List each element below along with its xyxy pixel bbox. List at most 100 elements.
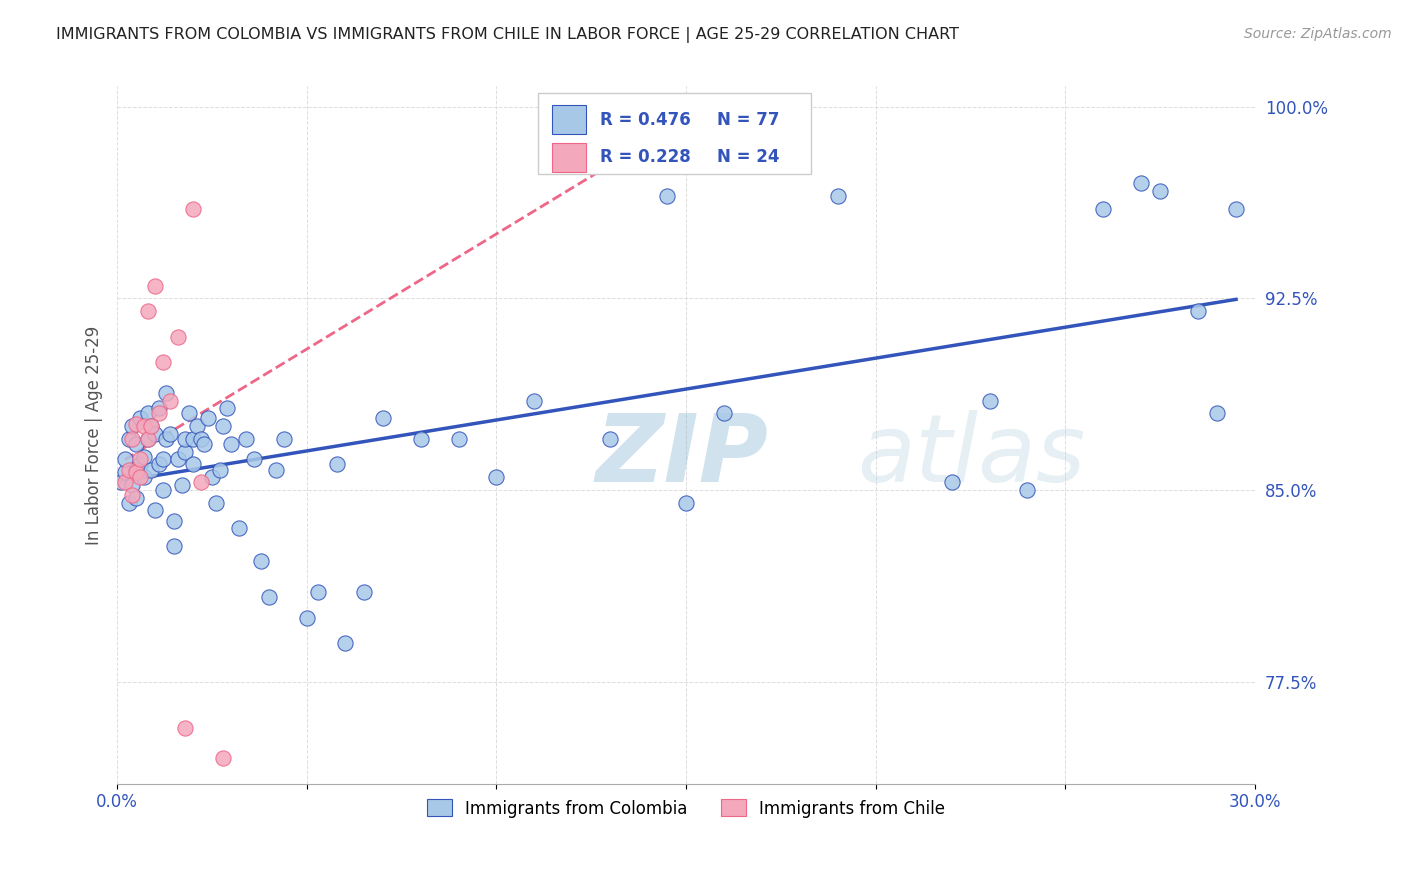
Point — [125, 462, 148, 476]
Point — [129, 411, 152, 425]
Point — [148, 406, 170, 420]
Point — [170, 478, 193, 492]
Point — [190, 432, 212, 446]
Point — [114, 465, 136, 479]
Point — [266, 462, 288, 476]
Point — [242, 452, 264, 467]
Point — [197, 411, 219, 425]
Point — [447, 432, 470, 446]
Point — [141, 419, 163, 434]
FancyBboxPatch shape — [538, 94, 811, 174]
Point — [1017, 483, 1039, 497]
Point — [217, 401, 239, 416]
Point — [228, 521, 250, 535]
Point — [371, 411, 394, 425]
FancyBboxPatch shape — [551, 143, 586, 172]
Point — [644, 100, 666, 114]
Point — [485, 470, 508, 484]
Text: Source: ZipAtlas.com: Source: ZipAtlas.com — [1244, 27, 1392, 41]
Point — [190, 475, 212, 490]
Point — [125, 491, 148, 505]
Point — [114, 475, 136, 490]
Point — [117, 432, 139, 446]
Point — [136, 432, 159, 446]
Point — [181, 432, 204, 446]
Point — [208, 462, 231, 476]
Text: R = 0.476: R = 0.476 — [599, 111, 690, 128]
Point — [129, 458, 152, 472]
Point — [827, 189, 849, 203]
Point — [121, 478, 143, 492]
Point — [121, 432, 143, 446]
Point — [155, 432, 177, 446]
Point — [599, 432, 621, 446]
Point — [136, 406, 159, 420]
Text: N = 24: N = 24 — [717, 148, 779, 167]
Point — [152, 483, 174, 497]
Point — [159, 426, 181, 441]
Point — [132, 450, 155, 464]
Point — [273, 432, 295, 446]
Text: IMMIGRANTS FROM COLOMBIA VS IMMIGRANTS FROM CHILE IN LABOR FORCE | AGE 25-29 COR: IMMIGRANTS FROM COLOMBIA VS IMMIGRANTS F… — [56, 27, 959, 43]
Point — [1149, 184, 1171, 198]
Point — [114, 452, 136, 467]
Point — [235, 432, 257, 446]
Point — [148, 458, 170, 472]
Point — [655, 189, 678, 203]
Point — [326, 458, 349, 472]
Point — [152, 452, 174, 467]
Legend: Immigrants from Colombia, Immigrants from Chile: Immigrants from Colombia, Immigrants fro… — [420, 793, 952, 824]
Point — [181, 202, 204, 216]
Point — [523, 393, 546, 408]
Point — [1225, 202, 1247, 216]
Point — [110, 475, 132, 490]
Point — [117, 462, 139, 476]
Point — [174, 432, 197, 446]
Point — [129, 452, 152, 467]
Point — [174, 444, 197, 458]
Point — [353, 585, 375, 599]
Point — [250, 554, 273, 568]
Point — [163, 539, 186, 553]
Point — [1206, 406, 1229, 420]
Point — [125, 465, 148, 479]
Point — [143, 426, 166, 441]
Point — [713, 406, 735, 420]
Text: atlas: atlas — [856, 410, 1085, 501]
Point — [121, 488, 143, 502]
Point — [1092, 202, 1115, 216]
Point — [307, 585, 329, 599]
Point — [979, 393, 1001, 408]
Point — [409, 432, 432, 446]
Point — [295, 610, 318, 624]
Point — [132, 419, 155, 434]
Point — [186, 419, 208, 434]
Point — [1187, 304, 1209, 318]
Point — [333, 636, 356, 650]
Point — [143, 278, 166, 293]
Text: ZIP: ZIP — [595, 410, 768, 502]
Text: R = 0.228: R = 0.228 — [599, 148, 690, 167]
Point — [155, 385, 177, 400]
Point — [132, 470, 155, 484]
Point — [143, 503, 166, 517]
Point — [136, 304, 159, 318]
Point — [179, 406, 201, 420]
Point — [174, 721, 197, 735]
Point — [257, 591, 280, 605]
Point — [167, 329, 190, 343]
Point — [117, 496, 139, 510]
Text: N = 77: N = 77 — [717, 111, 779, 128]
Point — [125, 437, 148, 451]
Point — [1130, 177, 1153, 191]
Point — [152, 355, 174, 369]
Point — [159, 393, 181, 408]
Point — [125, 417, 148, 431]
Point — [212, 419, 235, 434]
Point — [141, 419, 163, 434]
Point — [693, 100, 716, 114]
Point — [163, 514, 186, 528]
Point — [148, 401, 170, 416]
Point — [201, 470, 224, 484]
Point — [129, 470, 152, 484]
